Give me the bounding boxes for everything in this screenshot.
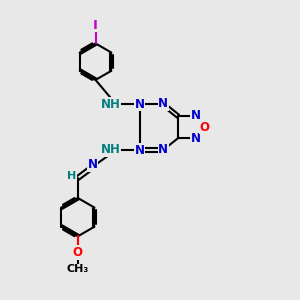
Text: N: N [190, 132, 201, 145]
Text: N: N [190, 109, 201, 122]
Text: NH: NH [101, 143, 121, 156]
Text: N: N [158, 97, 168, 110]
Text: N: N [135, 144, 145, 157]
Text: I: I [93, 19, 98, 32]
Text: N: N [88, 158, 98, 171]
Text: N: N [135, 98, 145, 111]
Text: N: N [158, 143, 168, 157]
Text: NH: NH [101, 98, 121, 111]
Text: H: H [67, 171, 76, 181]
Text: CH₃: CH₃ [67, 264, 89, 274]
Text: O: O [73, 246, 83, 259]
Text: O: O [200, 121, 209, 134]
